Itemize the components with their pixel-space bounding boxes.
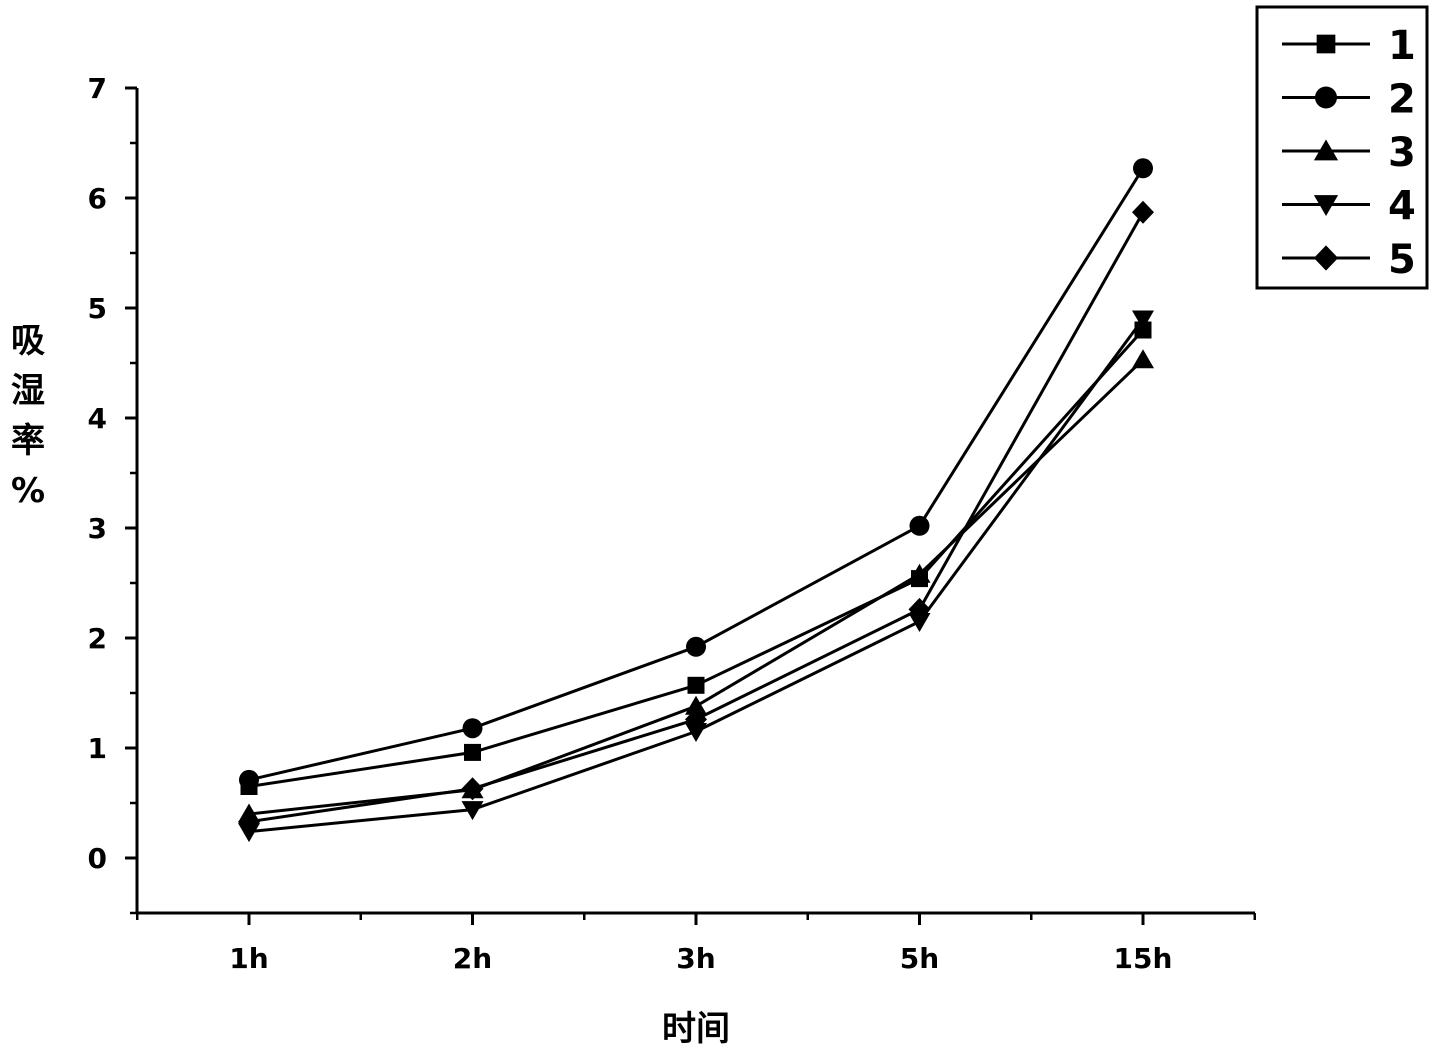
y-tick-label: 0	[88, 842, 107, 875]
y-axis-title-char: 湿	[11, 371, 45, 411]
x-tick-label: 15h	[1114, 942, 1173, 975]
y-tick-label: 5	[88, 292, 107, 325]
x-tick-label: 3h	[676, 942, 715, 975]
x-tick-label: 5h	[900, 942, 939, 975]
data-point-triangle-up	[685, 695, 707, 715]
data-point-triangle-down	[1132, 310, 1154, 330]
series-4	[238, 310, 1154, 843]
data-point-circle	[686, 636, 706, 657]
legend-label: 5	[1388, 237, 1416, 283]
legend-marker-circle	[1315, 86, 1337, 109]
data-point-square	[464, 743, 481, 761]
legend-item-1: 1	[1282, 23, 1416, 69]
legend-item-2: 2	[1282, 77, 1416, 123]
data-point-triangle-up	[1132, 349, 1154, 369]
legend: 1 2 3 4 5	[1255, 5, 1429, 290]
legend-label: 2	[1388, 77, 1416, 123]
y-tick-label: 4	[88, 402, 107, 435]
series-group	[238, 158, 1154, 843]
legend-marker-triangle-up	[1313, 139, 1339, 161]
data-point-diamond	[685, 707, 707, 731]
x-tick-label: 1h	[229, 942, 268, 975]
y-tick-label: 1	[88, 732, 107, 765]
axes: 0 1 2 3 4 5 6 7 1h 2h 3h 5h 15h 时间 吸湿率%	[11, 72, 1256, 1049]
y-axis-title-char: %	[11, 471, 45, 511]
series-line	[248, 318, 1145, 834]
data-point-circle	[462, 718, 483, 739]
data-point-circle	[909, 515, 930, 536]
legend-box	[1255, 5, 1429, 290]
data-point-triangle-down	[908, 613, 931, 632]
legend-marker-triangle-down	[1313, 195, 1339, 217]
data-point-circle	[1133, 158, 1153, 179]
data-point-circle	[239, 769, 259, 790]
data-point-square	[687, 676, 705, 694]
series-2	[239, 158, 1153, 790]
data-point-diamond	[1132, 200, 1154, 224]
data-point-diamond	[908, 597, 931, 621]
y-axis-title-char: 率	[11, 421, 45, 461]
legend-item-5: 5	[1282, 237, 1416, 283]
legend-marker-diamond	[1313, 245, 1339, 271]
legend-label: 1	[1388, 23, 1416, 69]
series-5	[238, 200, 1154, 834]
y-tick-label: 6	[88, 182, 107, 215]
x-axis-title: 时间	[662, 1009, 730, 1049]
legend-marker-square	[1316, 34, 1336, 54]
data-point-diamond	[238, 810, 260, 834]
y-tick-label: 7	[88, 72, 107, 105]
legend-label: 3	[1388, 130, 1416, 176]
data-point-diamond	[461, 777, 484, 801]
y-tick-label: 3	[88, 512, 107, 545]
x-tick-label: 2h	[453, 942, 492, 975]
data-point-triangle-down	[461, 801, 484, 821]
series-line	[248, 358, 1145, 816]
data-point-triangle-up	[908, 563, 931, 583]
y-tick-label: 2	[88, 622, 107, 655]
legend-item-4: 4	[1282, 184, 1416, 230]
y-axis-title-char: 吸	[11, 321, 45, 361]
legend-item-3: 3	[1282, 130, 1416, 176]
legend-label: 4	[1388, 184, 1416, 230]
data-point-triangle-down	[685, 723, 707, 742]
